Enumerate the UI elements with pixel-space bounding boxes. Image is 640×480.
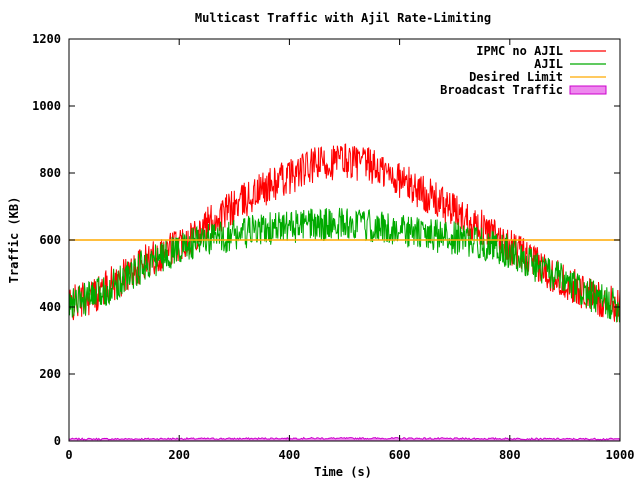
x-tick-label: 200 bbox=[168, 448, 190, 462]
plot-area bbox=[68, 143, 621, 442]
legend-label: Broadcast Traffic bbox=[440, 83, 563, 97]
y-tick-label: 200 bbox=[39, 367, 61, 381]
legend-label: IPMC no AJIL bbox=[476, 44, 563, 58]
x-tick-label: 0 bbox=[65, 448, 72, 462]
x-tick-label: 600 bbox=[389, 448, 411, 462]
series-ajil-line bbox=[68, 207, 621, 323]
y-tick-label: 1200 bbox=[32, 32, 61, 46]
y-tick-label: 600 bbox=[39, 233, 61, 247]
legend-label: Desired Limit bbox=[469, 70, 563, 84]
x-tick-label: 1000 bbox=[606, 448, 635, 462]
axes: 0 200 400 600 800 1000 1200 0 200 400 600 800 1000 bbox=[32, 32, 634, 462]
chart-title: Multicast Traffic with Ajil Rate-Limitin… bbox=[195, 11, 491, 25]
broadcast-traffic-area bbox=[68, 436, 621, 442]
legend-swatch bbox=[569, 85, 607, 95]
legend-label: AJIL bbox=[534, 57, 563, 71]
x-tick-label: 800 bbox=[499, 448, 521, 462]
x-tick-label: 400 bbox=[279, 448, 301, 462]
y-tick-label: 800 bbox=[39, 166, 61, 180]
y-tick-label: 0 bbox=[54, 434, 61, 448]
y-tick-label: 400 bbox=[39, 300, 61, 314]
y-axis-label: Traffic (KB) bbox=[7, 197, 21, 284]
y-tick-label: 1000 bbox=[32, 99, 61, 113]
x-axis-label: Time (s) bbox=[314, 465, 372, 479]
